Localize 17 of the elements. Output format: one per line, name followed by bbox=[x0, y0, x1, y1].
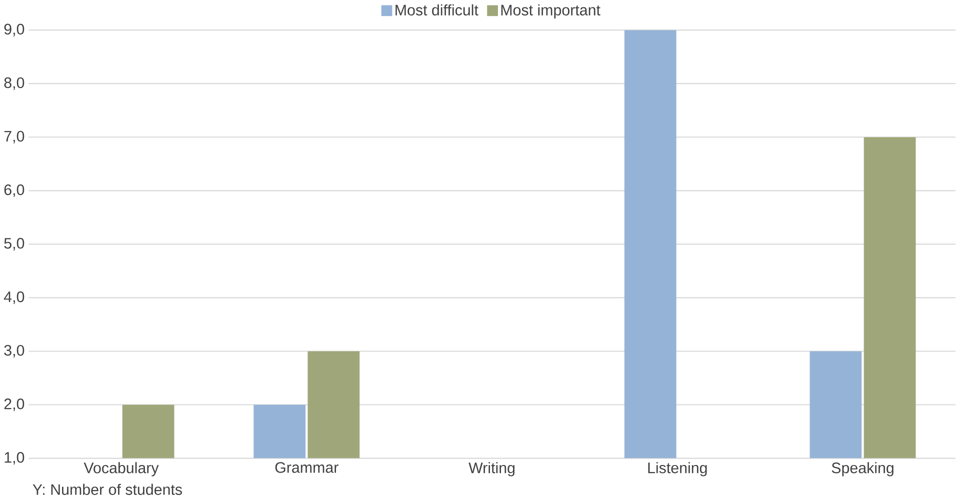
y-tick-label: 1,0 bbox=[4, 452, 24, 465]
y-tick-label: 2,0 bbox=[4, 398, 24, 412]
y-tick-label: 3,0 bbox=[4, 345, 24, 358]
x-tick-label: Listening bbox=[648, 462, 707, 476]
x-tick-label: Writing bbox=[468, 462, 514, 476]
text: Y: Number of students bbox=[32, 484, 182, 496]
legend-label: Most important bbox=[501, 4, 600, 19]
x-tick-label: Vocabulary bbox=[84, 462, 159, 476]
y-tick-label: 5,0 bbox=[4, 238, 24, 251]
y-tick-label: 6,0 bbox=[4, 184, 24, 198]
x-tick-label: Grammar bbox=[275, 462, 338, 474]
y-tick-label: 9,0 bbox=[4, 24, 24, 37]
y-tick-label: 7,0 bbox=[4, 131, 24, 144]
x-tick-label: Speaking bbox=[832, 462, 894, 476]
y-tick-label: 4,0 bbox=[4, 292, 24, 304]
y-tick-label: 8,0 bbox=[4, 78, 24, 90]
legend-label: Most difficult bbox=[396, 4, 478, 16]
